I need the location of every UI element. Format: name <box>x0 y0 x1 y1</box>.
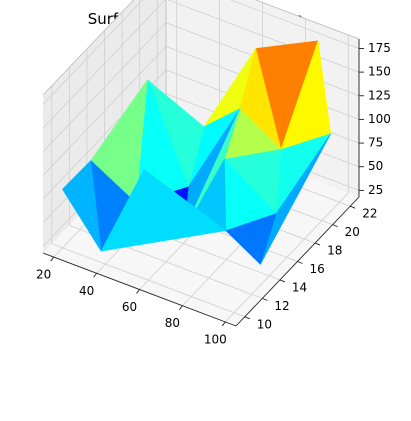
y-tick-mark <box>314 242 321 246</box>
surface-facet-19 <box>62 160 102 252</box>
y-tick-label: 10 <box>257 317 272 331</box>
y-tick-label: 16 <box>310 262 325 276</box>
surface-mesh <box>62 40 332 265</box>
tick-labels: 2040608010010121416182022255075100125150… <box>36 41 391 346</box>
z-grid-side <box>42 0 166 129</box>
pane-edge <box>254 0 360 40</box>
surface-facet-23 <box>100 169 227 252</box>
z-tick-label: 75 <box>368 136 383 150</box>
surface-facet-22 <box>225 213 277 265</box>
x-tick-mark <box>93 273 97 278</box>
z-grid-side <box>42 0 144 105</box>
y-tick-mark <box>262 297 268 301</box>
z-tick-label: 50 <box>368 159 383 173</box>
x-tick-mark <box>50 256 55 262</box>
z-grid-side <box>42 46 167 176</box>
y-tick-label: 20 <box>345 225 360 239</box>
y-tick-label: 14 <box>292 280 307 294</box>
z-tick-label: 100 <box>368 112 391 126</box>
x-tick-label: 40 <box>79 284 94 298</box>
z-grid-back <box>167 0 360 73</box>
pane-edge <box>42 0 135 96</box>
z-tick-label: 150 <box>368 65 391 79</box>
y-tick-label: 18 <box>327 244 342 258</box>
z-grid-side <box>42 22 167 153</box>
y-grid-floor <box>51 243 245 318</box>
y-tick-mark <box>297 261 303 264</box>
x-tick-mark <box>221 321 226 327</box>
x-tick-label: 60 <box>122 300 137 314</box>
x-tick-label: 20 <box>36 268 51 282</box>
y-tick-label: 22 <box>362 207 377 221</box>
y-tick-mark <box>279 279 286 283</box>
z-tick-label: 25 <box>368 183 383 197</box>
y-tick-mark <box>332 224 338 228</box>
x-tick-mark <box>136 289 140 294</box>
x-tick-label: 100 <box>204 332 227 346</box>
x-tick-label: 80 <box>165 316 180 330</box>
z-tick-label: 175 <box>368 41 391 55</box>
y-tick-label: 12 <box>274 299 289 313</box>
y-tick-mark <box>244 316 250 320</box>
y-tick-mark <box>350 205 356 209</box>
z-grid-back <box>229 0 360 49</box>
z-tick-label: 125 <box>368 88 391 102</box>
x-tick-mark <box>179 305 183 310</box>
